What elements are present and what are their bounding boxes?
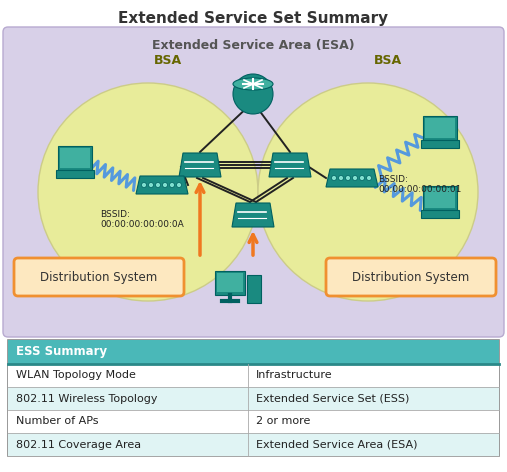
FancyBboxPatch shape xyxy=(60,148,90,168)
FancyBboxPatch shape xyxy=(8,340,499,456)
Circle shape xyxy=(233,74,273,114)
Ellipse shape xyxy=(258,83,478,301)
Circle shape xyxy=(332,176,337,180)
Circle shape xyxy=(163,183,167,187)
Polygon shape xyxy=(179,153,221,177)
FancyBboxPatch shape xyxy=(8,340,499,364)
Circle shape xyxy=(176,183,182,187)
Circle shape xyxy=(359,176,365,180)
FancyBboxPatch shape xyxy=(425,118,455,138)
Ellipse shape xyxy=(233,78,273,90)
FancyBboxPatch shape xyxy=(423,116,457,140)
Text: WLAN Topology Mode: WLAN Topology Mode xyxy=(16,371,136,380)
FancyBboxPatch shape xyxy=(8,433,499,456)
FancyBboxPatch shape xyxy=(56,170,94,178)
Text: Distribution System: Distribution System xyxy=(352,270,469,284)
Text: Extended Service Area (ESA): Extended Service Area (ESA) xyxy=(256,439,417,449)
FancyBboxPatch shape xyxy=(3,27,504,337)
Text: Distribution System: Distribution System xyxy=(41,270,158,284)
FancyBboxPatch shape xyxy=(425,188,455,208)
Circle shape xyxy=(141,183,147,187)
Circle shape xyxy=(169,183,174,187)
Text: 802.11 Wireless Topology: 802.11 Wireless Topology xyxy=(16,394,158,404)
Text: Infrastructure: Infrastructure xyxy=(256,371,333,380)
FancyBboxPatch shape xyxy=(8,364,499,387)
FancyBboxPatch shape xyxy=(421,210,459,218)
Polygon shape xyxy=(232,203,274,227)
Circle shape xyxy=(339,176,344,180)
Text: BSA: BSA xyxy=(154,53,182,67)
Text: Extended Service Set Summary: Extended Service Set Summary xyxy=(118,10,388,25)
FancyBboxPatch shape xyxy=(423,186,457,210)
Text: BSA: BSA xyxy=(374,53,402,67)
Text: BSSID:
00:00:00:00:00:0A: BSSID: 00:00:00:00:00:0A xyxy=(100,210,184,229)
Text: 802.11 Coverage Area: 802.11 Coverage Area xyxy=(16,439,141,449)
FancyBboxPatch shape xyxy=(215,271,245,295)
Circle shape xyxy=(345,176,350,180)
Text: BSSID:
00:00:00:00:00:01: BSSID: 00:00:00:00:00:01 xyxy=(378,175,461,194)
FancyBboxPatch shape xyxy=(326,258,496,296)
FancyBboxPatch shape xyxy=(421,140,459,148)
Text: Extended Service Area (ESA): Extended Service Area (ESA) xyxy=(152,40,354,52)
Circle shape xyxy=(367,176,372,180)
Circle shape xyxy=(156,183,161,187)
Text: ESS Summary: ESS Summary xyxy=(16,346,107,359)
FancyBboxPatch shape xyxy=(58,146,92,170)
Text: Number of APs: Number of APs xyxy=(16,416,98,427)
FancyBboxPatch shape xyxy=(8,410,499,433)
FancyBboxPatch shape xyxy=(217,273,243,292)
Polygon shape xyxy=(136,176,188,194)
Circle shape xyxy=(149,183,154,187)
FancyBboxPatch shape xyxy=(8,387,499,410)
Circle shape xyxy=(352,176,357,180)
Text: 2 or more: 2 or more xyxy=(256,416,310,427)
Ellipse shape xyxy=(38,83,258,301)
FancyBboxPatch shape xyxy=(247,275,261,303)
Polygon shape xyxy=(326,169,378,187)
Polygon shape xyxy=(269,153,311,177)
Text: Extended Service Set (ESS): Extended Service Set (ESS) xyxy=(256,394,409,404)
FancyBboxPatch shape xyxy=(14,258,184,296)
